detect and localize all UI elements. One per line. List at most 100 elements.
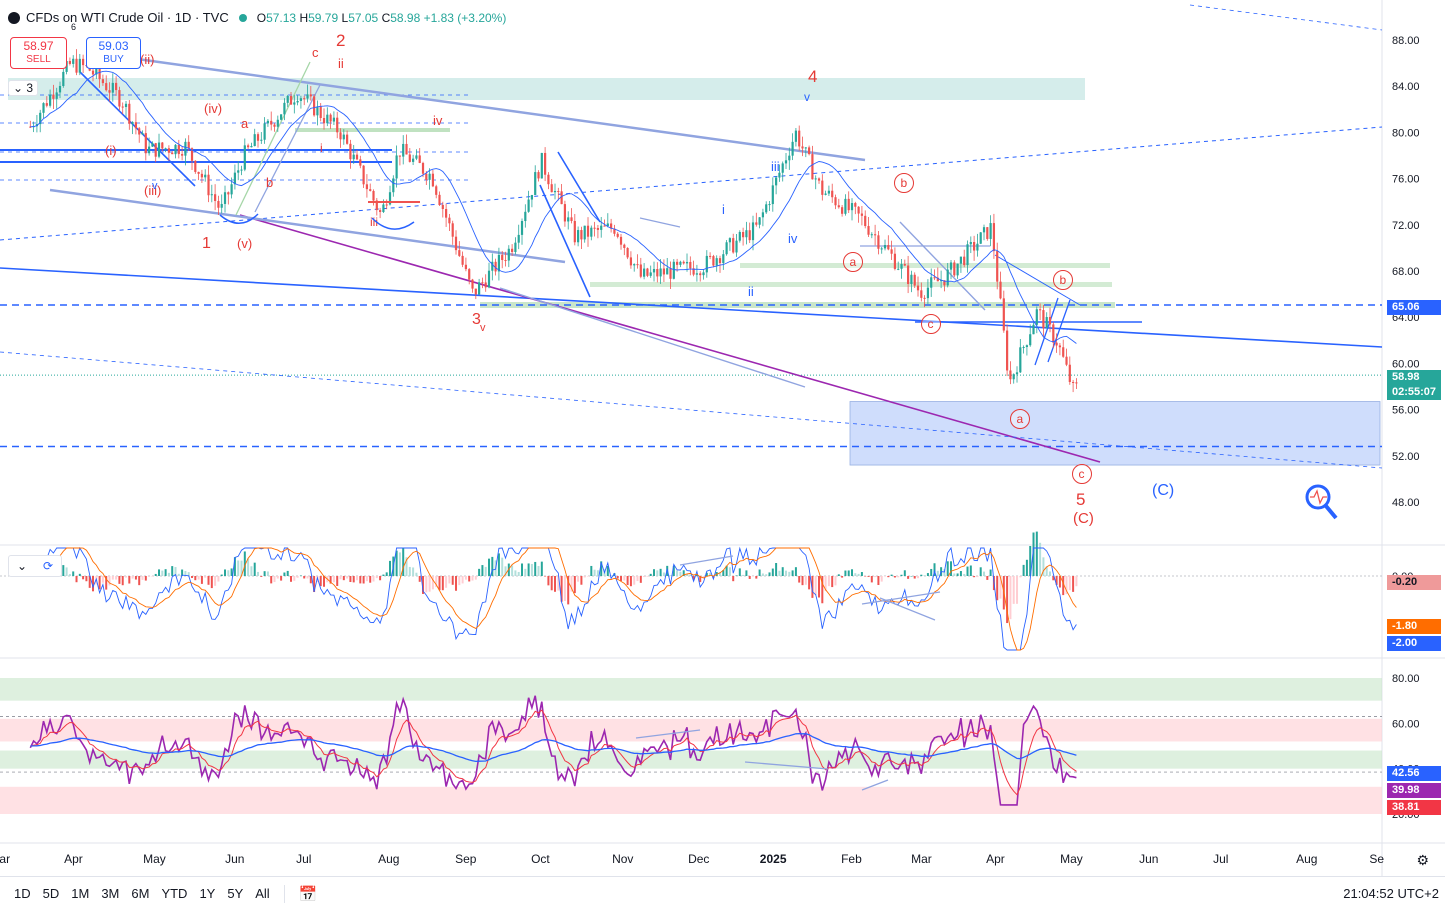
- macd-bar: [907, 576, 910, 579]
- rsi-divergence-line: [861, 779, 889, 791]
- macd-bar: [158, 569, 161, 576]
- candle: [210, 194, 213, 196]
- macd-bar: [728, 567, 731, 576]
- candle: [336, 117, 339, 133]
- candle: [679, 261, 682, 265]
- macd-bar: [1049, 571, 1052, 576]
- macd-bar: [441, 576, 444, 591]
- indicators-collapse-toggle[interactable]: ⌄ 3: [8, 80, 39, 96]
- macd-bar: [1019, 576, 1022, 578]
- range-5y[interactable]: 5Y: [227, 886, 244, 901]
- chart-canvas[interactable]: 88.00 84.00 80.00 76.00 72.00 68.00 64.00 60.00…: [0, 0, 1445, 876]
- candle: [603, 225, 606, 227]
- countdown-tag: 02:55:07: [1387, 385, 1441, 400]
- candle: [583, 225, 586, 240]
- macd-bar: [448, 576, 451, 584]
- macd-bar: [154, 573, 157, 576]
- range-3m[interactable]: 3M: [101, 886, 120, 901]
- macd-bar: [270, 576, 273, 584]
- candle: [98, 67, 101, 80]
- trendline: [235, 61, 311, 216]
- macd-bar: [580, 576, 583, 585]
- range-1m[interactable]: 1M: [71, 886, 90, 901]
- candle: [1065, 356, 1068, 365]
- macd-bar: [365, 576, 368, 582]
- time-tick-label: May: [143, 852, 166, 866]
- candle: [593, 227, 596, 229]
- candle: [72, 58, 75, 64]
- price-tick-label: 72.00: [1392, 220, 1420, 232]
- macd-bar: [1072, 576, 1075, 592]
- candle: [880, 248, 883, 250]
- macd-bar: [824, 576, 827, 592]
- candle: [854, 203, 857, 207]
- candle: [530, 195, 534, 200]
- macd-bar: [319, 576, 322, 587]
- candle: [349, 143, 352, 160]
- candle: [392, 178, 395, 193]
- candle: [570, 217, 573, 221]
- range-1y[interactable]: 1Y: [199, 886, 216, 901]
- macd-bar: [415, 572, 418, 576]
- candle: [342, 134, 345, 140]
- candle: [682, 261, 685, 264]
- candle: [946, 269, 949, 286]
- buy-button[interactable]: 59.03 BUY: [86, 37, 141, 69]
- candle: [580, 230, 583, 240]
- wave-label: i: [320, 141, 323, 155]
- wave-label: a: [241, 116, 249, 131]
- candle: [1009, 370, 1012, 380]
- macd-bar: [946, 561, 949, 576]
- candle: [1075, 382, 1078, 384]
- range-5d[interactable]: 5D: [42, 886, 60, 901]
- candle: [474, 288, 477, 295]
- chevron-down-icon[interactable]: ⌄: [16, 559, 28, 573]
- macd-bar: [1016, 576, 1019, 604]
- macd-bar: [266, 571, 269, 576]
- macd-bar: [276, 576, 279, 579]
- macd-bar: [771, 568, 774, 576]
- macd-bar: [445, 576, 448, 588]
- trendline: [1189, 4, 1383, 31]
- price-tick-label: 48.00: [1392, 497, 1420, 509]
- macd-bar: [451, 576, 454, 585]
- range-6m[interactable]: 6M: [131, 886, 150, 901]
- symbol-title[interactable]: CFDs on WTI Crude Oil · 1D · TVC: [26, 10, 229, 25]
- candle: [217, 200, 220, 208]
- macd-bar: [725, 565, 728, 576]
- macd-bar: [422, 576, 425, 594]
- macd-bar: [874, 576, 877, 578]
- sell-button[interactable]: 58.97 SELL: [10, 37, 67, 69]
- candle: [458, 250, 461, 256]
- refresh-icon[interactable]: ⟳: [42, 559, 54, 573]
- macd-divergence-line: [879, 597, 936, 621]
- circled-wave-label: b: [901, 176, 908, 190]
- candle: [286, 95, 289, 103]
- range-ytd[interactable]: YTD: [161, 886, 188, 901]
- candle: [824, 193, 827, 195]
- candle: [613, 228, 616, 234]
- macd-bar: [230, 568, 233, 576]
- candle: [742, 232, 745, 238]
- candle: [62, 71, 65, 86]
- calendar-icon[interactable]: 📅: [298, 885, 318, 903]
- range-1d[interactable]: 1D: [14, 886, 31, 901]
- macd-bar: [524, 568, 527, 576]
- market-status-dot: [238, 13, 247, 22]
- clock[interactable]: 21:04:52 UTC+2: [1343, 886, 1439, 901]
- macd-bar: [857, 573, 860, 576]
- macd-bar: [1052, 576, 1055, 581]
- pane-controls[interactable]: ⌄ ⟳: [8, 555, 62, 577]
- trendline: [639, 217, 681, 228]
- macd-bar: [458, 576, 461, 586]
- wave-label: 4: [808, 67, 817, 86]
- range-all[interactable]: All: [255, 886, 270, 901]
- macd-bar: [926, 573, 929, 576]
- candle: [699, 273, 702, 276]
- circled-wave-marker: [921, 314, 941, 334]
- symbol-legend: CFDs on WTI Crude Oil · 1D · TVC O57.13 …: [8, 10, 506, 25]
- candle: [151, 143, 154, 147]
- settings-gear-icon[interactable]: ⚙: [1416, 852, 1429, 868]
- candle: [725, 242, 728, 255]
- macd-bar: [379, 576, 382, 581]
